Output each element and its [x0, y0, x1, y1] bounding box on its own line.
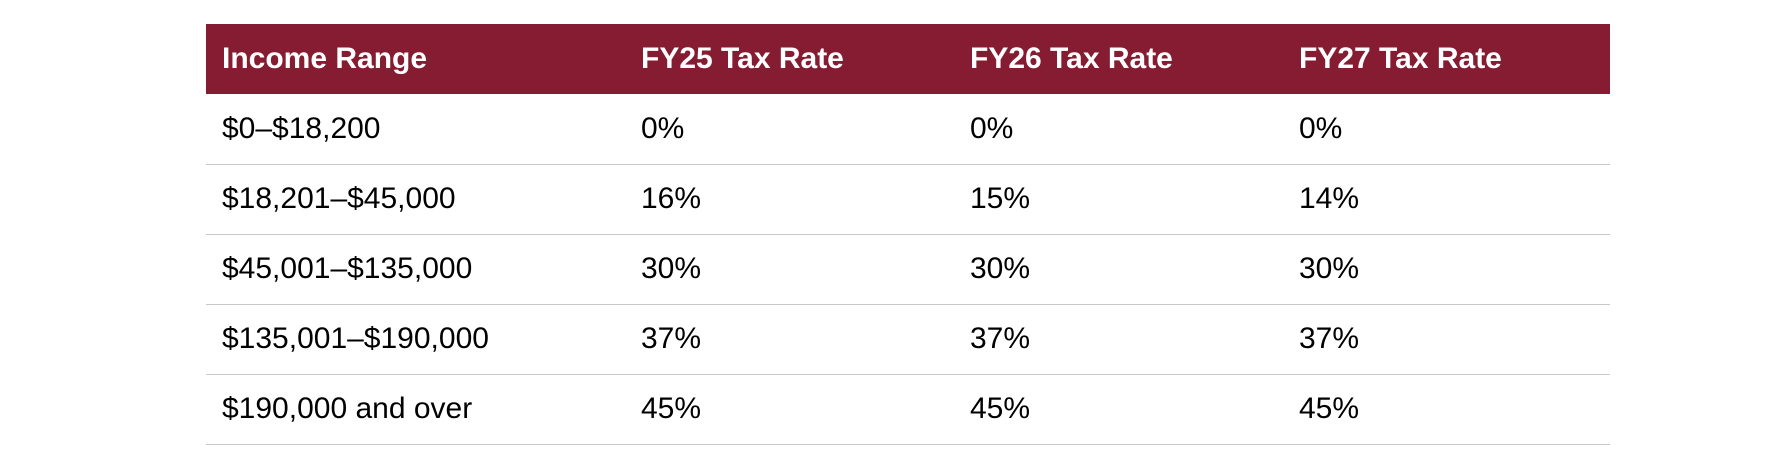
cell-income-range: $18,201–$45,000	[222, 182, 456, 215]
cell-income-range: $0–$18,200	[222, 111, 381, 145]
cell-fy26-rate: 37%	[970, 322, 1031, 355]
table-row: $135,001–$190,000 37% 37% 37%	[206, 304, 1610, 374]
cell-fy27-rate: 0%	[1299, 111, 1343, 145]
tax-rate-table-container: Income Range FY25 Tax Rate FY26 Tax Rate…	[206, 24, 1610, 445]
table-row: $190,000 and over 45% 45% 45%	[206, 374, 1610, 444]
cell-fy26-rate: 45%	[970, 392, 1031, 425]
table-header-row: Income Range FY25 Tax Rate FY26 Tax Rate…	[206, 24, 1610, 94]
header-fy25-tax-rate: FY25 Tax Rate	[641, 42, 844, 75]
cell-fy25-rate: 45%	[641, 392, 702, 425]
cell-fy27-rate: 30%	[1299, 252, 1360, 285]
cell-fy25-rate: 16%	[641, 182, 702, 215]
cell-fy26-rate: 30%	[970, 252, 1031, 285]
cell-fy26-rate: 0%	[970, 111, 1014, 145]
header-fy27-tax-rate: FY27 Tax Rate	[1299, 42, 1502, 75]
cell-fy25-rate: 30%	[641, 252, 702, 285]
table-row: $45,001–$135,000 30% 30% 30%	[206, 234, 1610, 304]
cell-income-range: $45,001–$135,000	[222, 252, 473, 285]
header-income-range: Income Range	[222, 42, 428, 75]
header-fy26-tax-rate: FY26 Tax Rate	[970, 42, 1173, 75]
cell-income-range: $135,001–$190,000	[222, 322, 489, 355]
cell-fy25-rate: 0%	[641, 111, 685, 145]
cell-fy26-rate: 15%	[970, 182, 1031, 215]
cell-fy27-rate: 45%	[1299, 392, 1360, 425]
table-row: $18,201–$45,000 16% 15% 14%	[206, 164, 1610, 234]
tax-rate-table: Income Range FY25 Tax Rate FY26 Tax Rate…	[206, 24, 1610, 445]
cell-fy27-rate: 14%	[1299, 182, 1360, 215]
table-row: $0–$18,200 0% 0% 0%	[206, 94, 1610, 164]
cell-fy27-rate: 37%	[1299, 322, 1360, 355]
cell-income-range: $190,000 and over	[222, 392, 473, 425]
cell-fy25-rate: 37%	[641, 322, 702, 355]
